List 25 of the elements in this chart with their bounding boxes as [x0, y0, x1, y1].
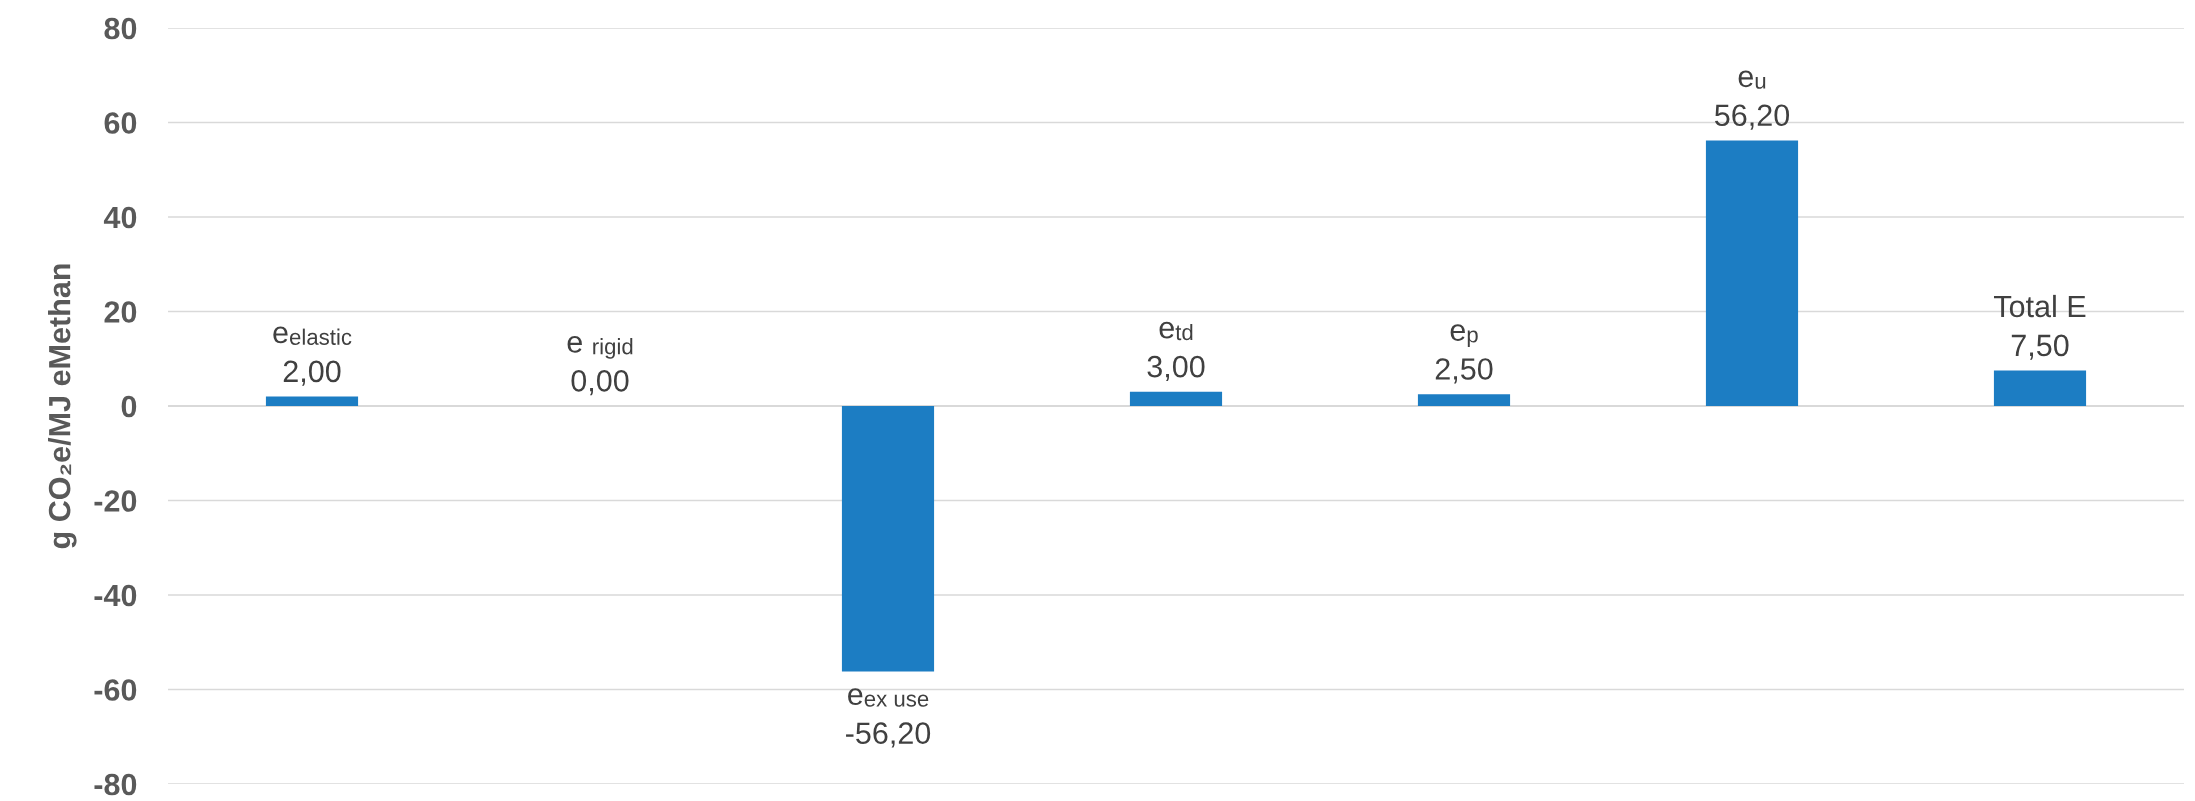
y-tick-label: -60	[94, 679, 137, 701]
y-tick-label: -80	[94, 773, 137, 796]
data-label: -56,20	[846, 722, 931, 748]
y-tick-label: -40	[94, 584, 137, 607]
bar	[1993, 370, 2087, 406]
x-tick-label: Total E	[1993, 294, 2086, 318]
data-label: 2,50	[1435, 358, 1493, 384]
data-label: 7,50	[2011, 334, 2069, 360]
bar	[1129, 391, 1223, 406]
y-tick-label: 20	[104, 301, 137, 323]
data-label: 56,20	[1714, 104, 1790, 130]
y-axis-title: g CO₂e/MJ eMethan	[48, 264, 77, 549]
bar	[1417, 394, 1511, 406]
y-tick-label: 80	[104, 17, 137, 40]
data-label: 3,00	[1147, 355, 1205, 382]
data-label: 0,00	[571, 369, 629, 396]
data-label: 2,00	[283, 360, 341, 386]
y-tick-label: -20	[94, 490, 137, 512]
y-tick-label: 60	[104, 112, 137, 134]
y-tick-label: 0	[121, 395, 137, 418]
x-tick-label: e rigid	[567, 335, 633, 359]
bar	[1705, 140, 1799, 406]
bar	[265, 396, 359, 406]
bar	[841, 406, 935, 672]
y-tick-label: 40	[103, 206, 137, 229]
